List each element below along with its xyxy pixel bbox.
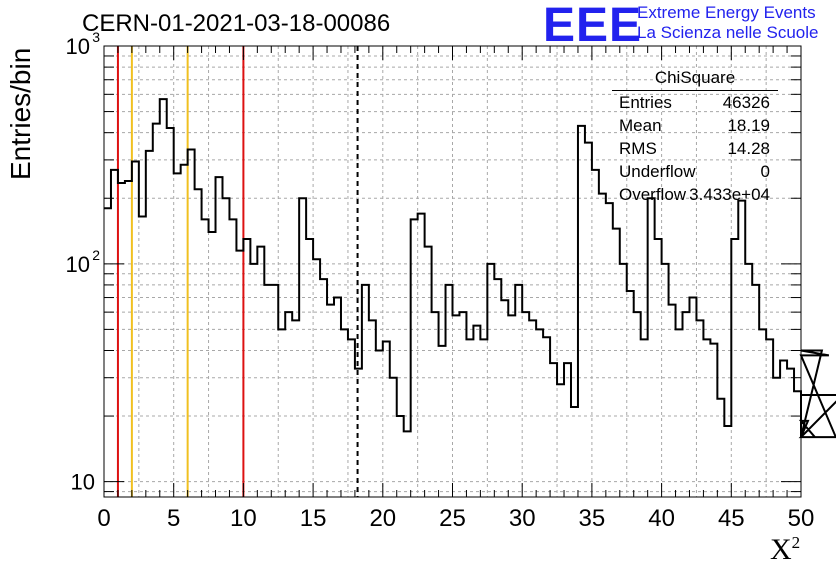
- y-tick-label-exponent: 2: [92, 247, 100, 263]
- stat-value-underflow: 0: [760, 162, 770, 181]
- x-tick-label: 25: [439, 505, 466, 532]
- x-tick-label: 0: [97, 505, 110, 532]
- stats-box: ChiSquare Entries 46326 Mean 18.19 RMS 1…: [612, 68, 778, 208]
- x-tick-label: 30: [509, 505, 536, 532]
- logo-line-1: Extreme Energy Events: [637, 3, 816, 22]
- stat-name-entries: Entries: [619, 93, 672, 112]
- x-tick-label: 50: [788, 505, 815, 532]
- y-tick-label: 10: [66, 252, 90, 277]
- y-tick-label: 10: [71, 470, 95, 495]
- x-tick-label: 10: [230, 505, 257, 532]
- stat-value-overflow: 3.433e+04: [689, 185, 770, 204]
- x-tick-label: 5: [167, 505, 180, 532]
- stat-value-rms: 14.28: [727, 139, 770, 158]
- x-tick-label: 20: [369, 505, 396, 532]
- marker-lines: [116, 46, 359, 497]
- histogram-series: [104, 98, 836, 439]
- stat-name-rms: RMS: [619, 139, 657, 158]
- eee-logo: EEE: [543, 0, 643, 52]
- stat-name-overflow: Overflow: [619, 185, 687, 204]
- stat-value-entries: 46326: [722, 93, 770, 112]
- y-tick-label: 10: [66, 34, 90, 59]
- stat-name-mean: Mean: [619, 116, 662, 135]
- y-axis-label: Entries/bin: [5, 47, 36, 180]
- stat-name-underflow: Underflow: [619, 162, 696, 181]
- histogram-step-line: [104, 98, 836, 439]
- stat-value-mean: 18.19: [727, 116, 770, 135]
- logo-line-2: La Scienza nelle Scuole: [637, 23, 819, 42]
- stats-divider: [612, 90, 778, 91]
- y-tick-label-exponent: 3: [92, 29, 100, 45]
- chart-title: CERN-01-2021-03-18-00086: [82, 10, 391, 37]
- stats-title: ChiSquare: [654, 68, 736, 87]
- x-axis-label: X2: [770, 533, 801, 566]
- x-tick-label: 45: [718, 505, 745, 532]
- x-tick-label: 35: [579, 505, 606, 532]
- x-tick-label: 40: [648, 505, 675, 532]
- x-tick-label: 15: [300, 505, 327, 532]
